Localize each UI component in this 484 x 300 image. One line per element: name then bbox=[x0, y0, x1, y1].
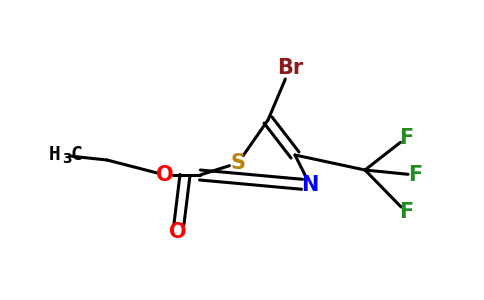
Text: S: S bbox=[230, 153, 245, 173]
Text: F: F bbox=[399, 128, 413, 148]
Text: H: H bbox=[48, 146, 60, 164]
Text: F: F bbox=[408, 165, 422, 185]
Text: C: C bbox=[70, 146, 82, 164]
Text: O: O bbox=[156, 165, 174, 185]
Text: N: N bbox=[302, 175, 318, 195]
Text: O: O bbox=[169, 222, 187, 242]
Text: Br: Br bbox=[277, 58, 303, 78]
Text: 3: 3 bbox=[62, 152, 72, 166]
Text: F: F bbox=[399, 202, 413, 222]
